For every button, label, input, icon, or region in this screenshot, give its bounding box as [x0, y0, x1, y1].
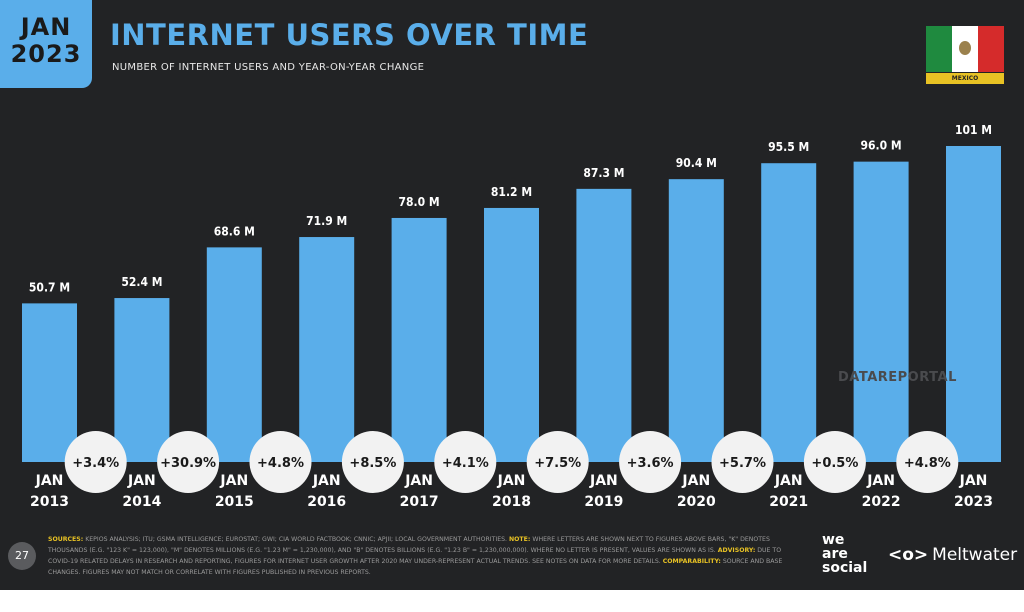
x-tick-month-2013: JAN: [35, 473, 64, 489]
meltwater-text: Meltwater: [932, 545, 1018, 565]
value-label-2021: 95.5 M: [768, 140, 809, 154]
x-tick-month-2019: JAN: [589, 473, 618, 489]
bar-2017: [391, 217, 447, 462]
bar-2019: [576, 188, 632, 462]
value-label-2020: 90.4 M: [676, 156, 717, 170]
x-tick-year-2023: 2023: [954, 494, 993, 510]
yoy-label-9: +0.5%: [811, 456, 858, 471]
yoy-bubble-2: [157, 431, 220, 493]
yoy-bubble-10: [896, 431, 959, 493]
advisory-label: ADVISORY:: [717, 547, 756, 554]
value-label-2018: 81.2 M: [491, 185, 532, 199]
eagle-emblem-icon: [959, 41, 971, 55]
x-tick-year-2018: 2018: [492, 494, 531, 510]
bar-2022: [853, 161, 909, 463]
yoy-label-6: +7.5%: [534, 456, 581, 471]
yoy-label-10: +4.8%: [904, 456, 951, 471]
yoy-label-5: +4.1%: [442, 456, 489, 471]
yoy-label-4: +8.5%: [349, 456, 396, 471]
value-label-2019: 87.3 M: [583, 166, 624, 180]
yoy-bubble-5: [434, 431, 497, 493]
x-tick-year-2019: 2019: [584, 494, 623, 510]
we-are-social-logo: we are social: [822, 533, 867, 575]
slide: JAN 2023 INTERNET USERS OVER TIME NUMBER…: [0, 0, 1024, 590]
page-number: 27: [8, 542, 36, 570]
x-tick-month-2018: JAN: [497, 473, 526, 489]
x-tick-year-2017: 2017: [400, 494, 439, 510]
sources-label: SOURCES:: [48, 536, 84, 543]
comparability-text: SOURCE AND BASE CHANGES. FIGURES MAY NOT…: [48, 558, 783, 576]
x-tick-month-2023: JAN: [959, 473, 988, 489]
note-text: WHERE LETTERS ARE SHOWN NEXT TO FIGURES …: [48, 536, 770, 554]
yoy-label-3: +4.8%: [257, 456, 304, 471]
x-tick-year-2015: 2015: [215, 494, 254, 510]
x-tick-year-2021: 2021: [769, 494, 808, 510]
yoy-label-2: +30.9%: [160, 456, 216, 471]
x-tick-year-2013: 2013: [30, 494, 69, 510]
value-label-2022: 96.0 M: [861, 139, 902, 153]
ws-line-2: are: [822, 546, 848, 562]
date-badge: JAN 2023: [0, 0, 92, 88]
mexico-flag-icon: [926, 26, 1004, 72]
bar-2018: [484, 207, 539, 462]
yoy-bubble-6: [526, 431, 589, 493]
ws-line-3: social: [822, 560, 868, 576]
page-subtitle: NUMBER OF INTERNET USERS AND YEAR-ON-YEA…: [112, 62, 425, 73]
yoy-bubble-3: [249, 431, 312, 493]
advisory-text: DUE TO COVID-19 RELATED DELAYS IN RESEAR…: [48, 547, 782, 565]
value-label-2015: 68.6 M: [214, 224, 255, 238]
x-tick-year-2022: 2022: [862, 494, 901, 510]
footnote: SOURCES: KEPIOS ANALYSIS; ITU; GSMA INTE…: [48, 534, 788, 578]
x-tick-month-2016: JAN: [312, 473, 341, 489]
bar-chart: 50.7 M JAN 2013 52.4 M JAN 2014 68.6 M JAN 2015 7…: [22, 123, 1001, 510]
bar-2013: [22, 303, 77, 462]
x-tick-month-2017: JAN: [404, 473, 433, 489]
x-tick-month-2020: JAN: [681, 473, 710, 489]
yoy-bubble-7: [619, 431, 682, 493]
sources-text: KEPIOS ANALYSIS; ITU; GSMA INTELLIGENCE;…: [85, 536, 508, 543]
bar-2021: [761, 163, 817, 462]
yoy-bubble-1: [64, 431, 127, 493]
x-tick-year-2014: 2014: [122, 494, 161, 510]
yoy-bubble-4: [341, 431, 404, 493]
value-label-2017: 78.0 M: [399, 195, 440, 209]
bar-2023: [946, 146, 1001, 462]
x-tick-year-2020: 2020: [677, 494, 716, 510]
badge-year: 2023: [10, 40, 82, 68]
x-tick-year-2016: 2016: [307, 494, 346, 510]
badge-month: JAN: [20, 13, 72, 41]
yoy-bubble-9: [803, 431, 866, 493]
x-tick-month-2022: JAN: [866, 473, 895, 489]
yoy-bubble-8: [711, 431, 774, 493]
note-label: NOTE:: [508, 536, 531, 543]
value-label-2013: 50.7 M: [29, 280, 70, 294]
meltwater-logo: <o> Meltwater: [888, 545, 1017, 565]
bar-2020: [668, 179, 724, 462]
bar-2014: [114, 298, 170, 462]
x-tick-month-2021: JAN: [774, 473, 803, 489]
bar-2016: [299, 237, 355, 462]
datareportal-watermark: DATAREPORTAL: [838, 370, 957, 385]
country-label: MEXICO: [926, 73, 1004, 84]
yoy-label-8: +5.7%: [719, 456, 766, 471]
x-tick-month-2014: JAN: [127, 473, 156, 489]
comparability-label: COMPARABILITY:: [662, 558, 721, 565]
bar-2015: [206, 247, 262, 462]
page-title: INTERNET USERS OVER TIME: [110, 18, 589, 52]
yoy-label-1: +3.4%: [72, 456, 119, 471]
value-label-2023: 101 M: [955, 123, 992, 137]
x-tick-month-2015: JAN: [219, 473, 248, 489]
meltwater-logo-icon: <o>: [888, 545, 929, 565]
value-label-2016: 71.9 M: [306, 214, 347, 228]
yoy-label-7: +3.6%: [627, 456, 674, 471]
ws-line-1: we: [822, 532, 845, 548]
value-label-2014: 52.4 M: [121, 275, 162, 289]
